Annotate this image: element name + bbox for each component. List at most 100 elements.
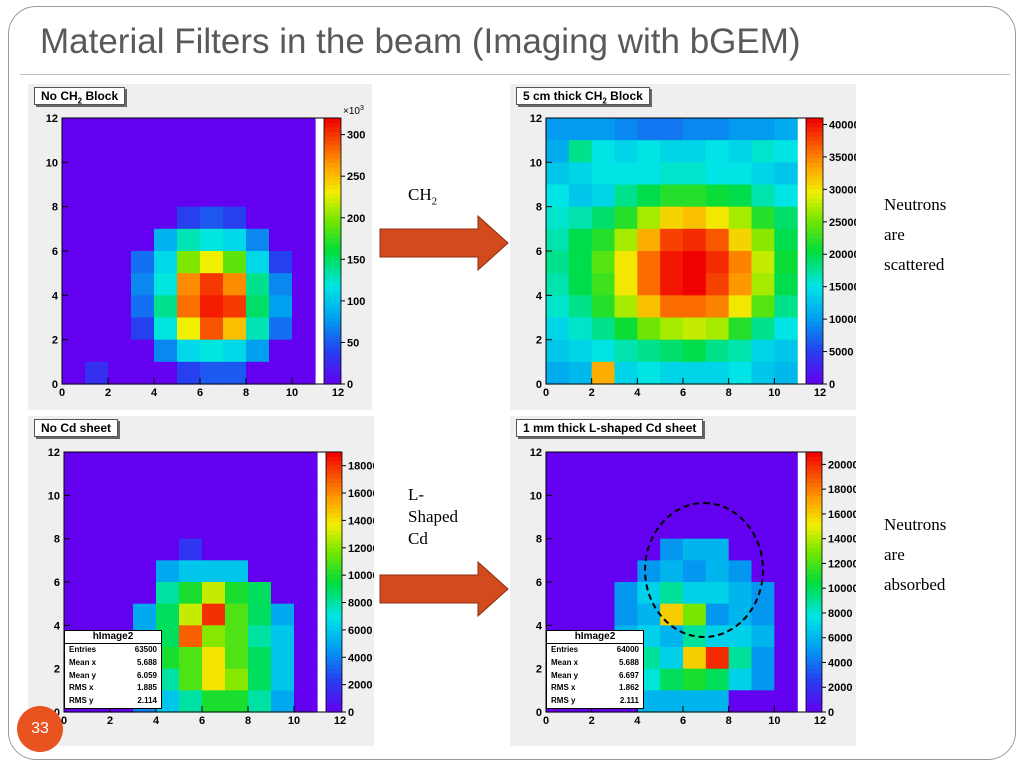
colorbar-segment [806, 547, 822, 553]
slide-frame [8, 6, 1016, 760]
colorbar-segment [806, 595, 822, 600]
heatmap-cell [546, 317, 570, 341]
stats-row: RMS x 1.885 [69, 683, 157, 693]
heatmap-cell [294, 560, 318, 583]
colorbar-segment [326, 486, 342, 492]
colorbar-segment [806, 379, 823, 385]
heatmap-cell [751, 452, 775, 475]
heatmap-cell [705, 317, 730, 341]
heatmap-cell [85, 361, 109, 385]
colorbar-segment [326, 495, 342, 501]
colorbar-segment [806, 295, 823, 301]
heatmap-cell [568, 517, 593, 540]
heatmap-cell [271, 647, 295, 670]
y-tick-label: 2 [54, 664, 60, 676]
heatmap-cell [269, 118, 293, 141]
x-tick-label: 4 [634, 387, 641, 399]
colorbar-segment [324, 166, 341, 172]
colorbar-segment [806, 366, 823, 372]
colorbar-segment [806, 313, 823, 319]
colorbar-segment [326, 681, 342, 687]
heatmap-cell [131, 251, 155, 274]
heatmap-cell [246, 251, 270, 274]
heatmap-cell [246, 317, 270, 341]
colorbar-segment [806, 202, 823, 208]
heatmap-cell [614, 206, 638, 230]
colorbar-segment [806, 699, 822, 704]
colorbar-segment [326, 456, 342, 462]
heatmap-cell [271, 668, 295, 691]
heatmap-cell [246, 273, 270, 296]
heatmap-cell [568, 228, 593, 252]
colorbar-segment [806, 612, 822, 618]
stats-row: Entries 63500 [69, 645, 157, 654]
heatmap-cell [751, 361, 775, 385]
heatmap-cell [546, 560, 570, 583]
heatmap-cell [568, 473, 593, 496]
heatmap-cell [292, 361, 316, 385]
heatmap-cell [568, 317, 593, 341]
heatmap-cell [133, 582, 157, 605]
heatmap-cell [223, 140, 247, 163]
heatmap-cell [179, 473, 203, 496]
heatmap-cell [546, 452, 570, 475]
heatmap-cell [683, 647, 707, 670]
colorbar-segment [324, 184, 341, 190]
colorbar-tick-label: 100 [347, 296, 365, 308]
heatmap-cell [568, 251, 593, 274]
colorbar-segment [806, 277, 823, 283]
colorbar-segment [326, 634, 342, 639]
x-tick-label: 8 [245, 715, 251, 727]
heatmap-cell [705, 206, 730, 230]
x-tick-label: 6 [197, 387, 203, 399]
heatmap-cell [271, 603, 295, 626]
heatmap-no-cd: 0246810120246810120200040006000800010000… [48, 447, 374, 727]
heatmap-cell [751, 603, 775, 626]
colorbar-tick-label: 10000 [828, 583, 856, 595]
heatmap-cell [705, 668, 730, 691]
heatmap-cell [591, 603, 616, 626]
heatmap-cell [154, 339, 178, 363]
colorbar-segment [326, 551, 342, 557]
heatmap-cell [62, 184, 86, 208]
heatmap-cell [614, 538, 638, 561]
colorbar-segment [324, 126, 341, 132]
heatmap-cell [294, 473, 318, 496]
y-tick-label: 4 [536, 620, 543, 632]
colorbar-segment [806, 577, 822, 583]
heatmap-cell [110, 560, 134, 583]
colorbar-segment [324, 246, 341, 252]
colorbar-segment [806, 517, 822, 522]
heatmap-cell [133, 495, 157, 518]
colorbar-tick-label: 12000 [348, 543, 374, 555]
colorbar-segment [324, 290, 341, 296]
colorbar-segment [806, 608, 822, 613]
heatmap-cell [637, 118, 661, 141]
heatmap-cell [87, 452, 111, 475]
heatmap-cell [751, 140, 775, 163]
colorbar-segment [326, 577, 342, 583]
heatmap-cell [637, 162, 661, 186]
colorbar-segment [806, 469, 822, 475]
colorbar-segment [806, 131, 823, 137]
colorbar-segment [806, 551, 822, 557]
colorbar-segment [806, 149, 823, 155]
heatmap-cell [200, 273, 224, 296]
heatmap-cell [200, 184, 224, 208]
heatmap-cell [546, 473, 570, 496]
colorbar-tick-label: 250 [347, 171, 365, 183]
colorbar-segment [324, 330, 341, 336]
heatmap-cell [179, 495, 203, 518]
heatmap-cell [774, 295, 798, 319]
colorbar-segment [326, 530, 342, 535]
heatmap-cell [223, 184, 247, 208]
colorbar-segment [806, 352, 823, 358]
heatmap-cell [64, 538, 88, 561]
colorbar-segment [806, 246, 823, 252]
heatmap-cell [751, 317, 775, 341]
colorbar-segment [806, 569, 822, 574]
heatmap-cell [683, 140, 707, 163]
heatmap-cell [131, 317, 155, 341]
colorbar-tick-label: 6000 [828, 633, 852, 645]
y-tick-label: 10 [530, 490, 542, 502]
